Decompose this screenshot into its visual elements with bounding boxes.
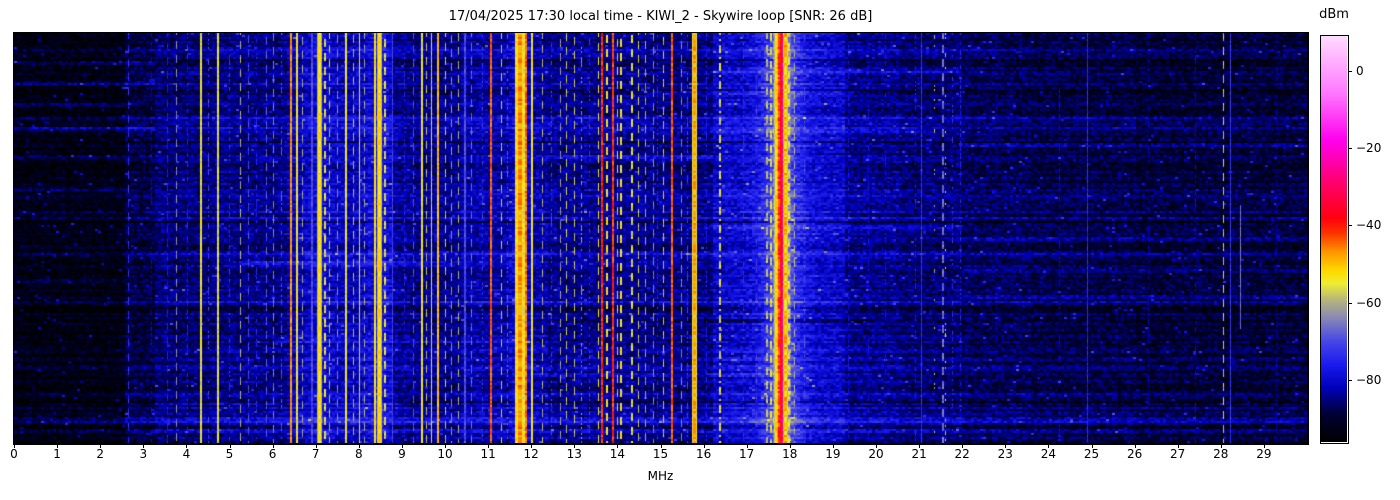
x-tick <box>272 444 274 448</box>
x-tick-label: 22 <box>954 447 970 461</box>
x-tick-label: 29 <box>1256 447 1272 461</box>
x-tick <box>1177 444 1179 448</box>
x-tick <box>832 444 834 448</box>
x-tick-label: 1 <box>53 447 61 461</box>
x-tick-label: 7 <box>311 447 320 461</box>
x-tick-label: 18 <box>782 447 798 461</box>
x-tick <box>1005 444 1007 448</box>
x-tick <box>315 444 317 448</box>
x-tick-label: 15 <box>652 447 669 461</box>
x-tick <box>1091 444 1093 448</box>
colorbar-tick-label: −20 <box>1356 141 1382 156</box>
x-tick <box>1048 444 1050 448</box>
spectrogram-heatmap <box>14 33 1307 443</box>
x-tick-label: 5 <box>225 447 234 461</box>
x-tick-label: 9 <box>398 447 406 461</box>
x-tick-label: 13 <box>566 447 582 461</box>
x-tick <box>229 444 231 448</box>
x-tick <box>1134 444 1136 448</box>
colorbar-tick <box>1348 302 1352 304</box>
colorbar-tick <box>1348 70 1352 72</box>
x-tick <box>445 444 446 448</box>
x-tick-label: 21 <box>911 447 927 461</box>
x-tick-label: 3 <box>139 447 148 461</box>
x-tick-label: 11 <box>480 447 496 461</box>
x-tick <box>617 444 619 448</box>
x-tick <box>876 444 877 448</box>
colorbar <box>1321 36 1347 442</box>
x-tick-label: 2 <box>96 447 104 461</box>
x-tick <box>703 444 705 448</box>
x-tick <box>746 444 748 448</box>
x-tick <box>488 444 490 448</box>
colorbar-frame <box>1320 35 1349 444</box>
x-tick <box>962 444 964 448</box>
x-tick <box>1263 444 1265 448</box>
x-tick-label: 8 <box>354 447 363 461</box>
x-tick-label: 10 <box>437 447 453 461</box>
colorbar-tick-label: −40 <box>1356 218 1382 233</box>
colorbar-tick <box>1348 380 1352 382</box>
x-tick <box>100 444 102 448</box>
x-tick-label: 4 <box>182 447 191 461</box>
colorbar-tick-label: −60 <box>1356 295 1382 310</box>
x-tick-label: 25 <box>1083 447 1100 461</box>
x-tick-label: 20 <box>868 447 884 461</box>
x-tick-label: 16 <box>695 447 712 461</box>
colorbar-tick <box>1348 225 1352 227</box>
chart-title: 17/04/2025 17:30 local time - KIWI_2 - S… <box>448 9 873 24</box>
x-tick-label: 19 <box>825 447 841 461</box>
colorbar-tick-label: 0 <box>1356 63 1364 78</box>
x-tick-label: 6 <box>268 447 277 461</box>
x-tick <box>401 444 403 448</box>
x-tick-label: 28 <box>1213 447 1229 461</box>
x-tick <box>358 444 360 448</box>
x-tick <box>531 444 533 448</box>
colorbar-tick <box>1348 148 1352 150</box>
colorbar-tick-label: −80 <box>1356 373 1382 388</box>
x-tick <box>186 444 188 448</box>
x-tick <box>789 444 791 448</box>
x-tick-label: 26 <box>1126 447 1143 461</box>
x-tick <box>574 444 576 448</box>
x-tick-label: 27 <box>1170 447 1186 461</box>
x-tick <box>1220 444 1222 448</box>
x-tick <box>143 444 145 448</box>
x-tick <box>14 444 15 448</box>
x-tick-label: 17 <box>739 447 755 461</box>
x-axis-unit-label: MHz <box>647 469 674 483</box>
colorbar-unit-label: dBm <box>1319 7 1349 22</box>
x-tick-label: 23 <box>997 447 1013 461</box>
x-tick <box>57 444 59 448</box>
x-tick-label: 14 <box>609 447 626 461</box>
x-tick-label: 0 <box>10 447 18 461</box>
x-tick-label: 12 <box>523 447 539 461</box>
x-tick <box>660 444 662 448</box>
x-tick <box>919 444 921 448</box>
x-tick-label: 24 <box>1040 447 1057 461</box>
